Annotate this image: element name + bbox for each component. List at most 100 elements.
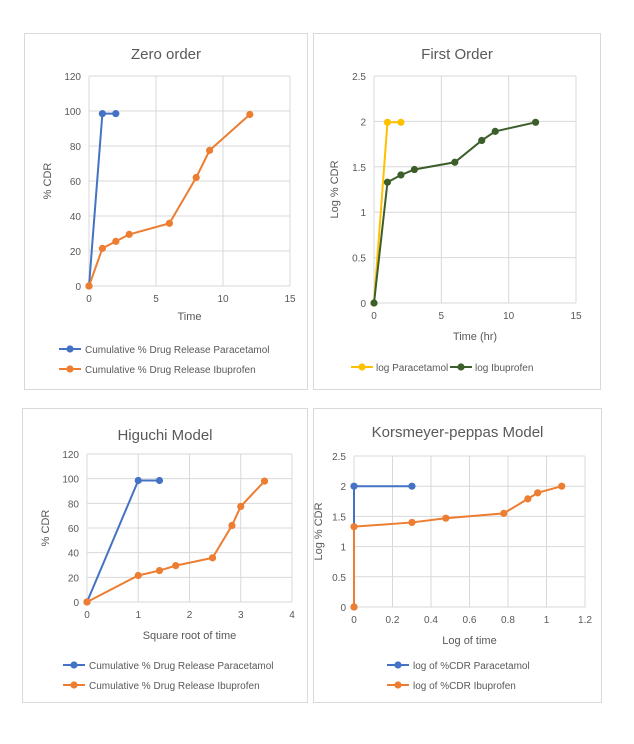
- y-tick-label: 20: [70, 247, 82, 258]
- x-axis-label: Time (hr): [453, 331, 497, 343]
- legend-marker: [457, 363, 465, 371]
- series-line: [88, 112, 116, 287]
- legend-item: log of %CDR Ibuprofen: [387, 681, 516, 692]
- data-point: [383, 178, 392, 186]
- data-point: [532, 118, 540, 126]
- y-tick-label: 0.5: [352, 254, 366, 265]
- zero-order-chart: Zero order 0 20 40 60 80 100 120 0 5 10 15 Time % CDR…: [24, 33, 308, 390]
- chart-svg: Korsmeyer-peppas Model 0 0.5 1 1.5 2 2.5 0 0.2 0.…: [314, 424, 592, 692]
- data-point: [155, 476, 164, 485]
- y-tick-label: 2: [340, 482, 346, 493]
- data-point: [112, 237, 120, 245]
- data-point: [383, 118, 392, 126]
- x-tick-label: 0: [351, 615, 357, 626]
- x-tick-label: 0.4: [424, 615, 438, 626]
- y-tick-label: 1.5: [352, 163, 366, 174]
- data-point: [410, 165, 418, 174]
- x-tick-label: 4: [289, 610, 295, 621]
- data-point: [98, 110, 106, 118]
- legend-label: Cumulative % Drug Release Ibuprofen: [89, 681, 260, 692]
- y-axis-label: % CDR: [42, 163, 54, 200]
- data-point: [397, 171, 405, 179]
- legend-label: log of %CDR Paracetamol: [413, 661, 530, 672]
- x-tick-label: 10: [503, 311, 515, 322]
- data-point: [134, 476, 142, 485]
- data-point: [172, 562, 180, 570]
- data-point: [206, 146, 214, 154]
- data-point: [478, 136, 486, 145]
- series-line: [88, 113, 251, 287]
- chart-title: Korsmeyer-peppas Model: [372, 424, 544, 441]
- data-point: [397, 118, 405, 126]
- data-point: [350, 523, 358, 531]
- data-point: [558, 482, 566, 490]
- data-point: [85, 282, 93, 290]
- legend-label: Cumulative % Drug Release Paracetamol: [89, 661, 274, 672]
- chart-title: First Order: [421, 46, 493, 63]
- data-point: [83, 598, 91, 606]
- legend-marker: [394, 681, 402, 689]
- x-tick-label: 15: [570, 311, 582, 322]
- data-point: [98, 244, 106, 252]
- chart-title: Zero order: [131, 46, 201, 63]
- chart-title: Higuchi Model: [117, 427, 212, 444]
- y-tick-label: 60: [70, 177, 82, 188]
- legend-marker: [70, 661, 78, 669]
- data-point: [524, 495, 532, 503]
- y-tick-label: 0: [340, 603, 346, 614]
- y-tick-label: 0: [73, 598, 79, 609]
- data-point: [408, 482, 416, 490]
- data-point: [442, 514, 450, 522]
- x-tick-label: 2: [187, 610, 193, 621]
- data-point: [112, 110, 120, 118]
- data-point: [534, 489, 542, 497]
- y-tick-label: 0.5: [332, 573, 346, 584]
- data-point: [408, 518, 416, 527]
- x-tick-label: 0: [84, 610, 90, 621]
- legend-label: Cumulative % Drug Release Ibuprofen: [85, 365, 256, 376]
- data-point: [491, 127, 499, 135]
- series-0: [85, 110, 120, 290]
- y-tick-label: 2.5: [332, 452, 346, 463]
- legend-label: log of %CDR Ibuprofen: [413, 681, 516, 692]
- y-tick-label: 0: [360, 299, 366, 310]
- y-axis-label: Log % CDR: [314, 502, 325, 560]
- x-axis-label: Time: [177, 311, 201, 323]
- x-tick-label: 0: [86, 294, 92, 305]
- data-point: [370, 299, 378, 307]
- x-tick-label: 0.2: [386, 615, 400, 626]
- data-point: [451, 158, 459, 166]
- data-point: [155, 566, 164, 575]
- y-tick-label: 20: [68, 573, 80, 584]
- chart-svg: Higuchi Model 0 20 40 60 80 100 120 0 1 2 3 4 Square …: [40, 427, 295, 692]
- chart-svg: First Order 0 0.5 1 1.5 2 2.5 0 5 10 15 Time (hr) Lo…: [329, 46, 582, 374]
- y-tick-label: 0: [75, 282, 81, 293]
- legend-item: Cumulative % Drug Release Ibuprofen: [59, 365, 256, 376]
- data-point: [350, 603, 358, 611]
- data-point: [125, 230, 133, 238]
- data-point: [134, 571, 142, 580]
- legend-label: log Paracetamol: [376, 363, 448, 374]
- korsmeyer-peppas-chart: Korsmeyer-peppas Model 0 0.5 1 1.5 2 2.5 0 0.2 0.…: [313, 408, 602, 703]
- y-tick-label: 120: [64, 72, 81, 83]
- x-tick-label: 1.2: [578, 615, 592, 626]
- legend-label: log Ibuprofen: [475, 363, 533, 374]
- y-tick-label: 120: [62, 450, 79, 461]
- series-1: [370, 118, 540, 307]
- series-0: [83, 476, 164, 606]
- x-tick-label: 0: [371, 311, 377, 322]
- x-tick-label: 1: [135, 610, 141, 621]
- x-tick-label: 5: [439, 311, 445, 322]
- legend-marker: [66, 345, 74, 353]
- x-tick-label: 10: [217, 294, 229, 305]
- x-tick-label: 0.8: [501, 615, 515, 626]
- y-tick-label: 80: [70, 142, 82, 153]
- x-tick-label: 5: [153, 294, 159, 305]
- legend-item: Cumulative % Drug Release Ibuprofen: [63, 681, 260, 692]
- legend-label: Cumulative % Drug Release Paracetamol: [85, 345, 270, 356]
- legend-item: log Ibuprofen: [450, 363, 533, 374]
- x-tick-label: 0.6: [463, 615, 477, 626]
- y-axis-label: % CDR: [40, 510, 52, 547]
- data-point: [500, 509, 508, 517]
- x-tick-label: 15: [284, 294, 296, 305]
